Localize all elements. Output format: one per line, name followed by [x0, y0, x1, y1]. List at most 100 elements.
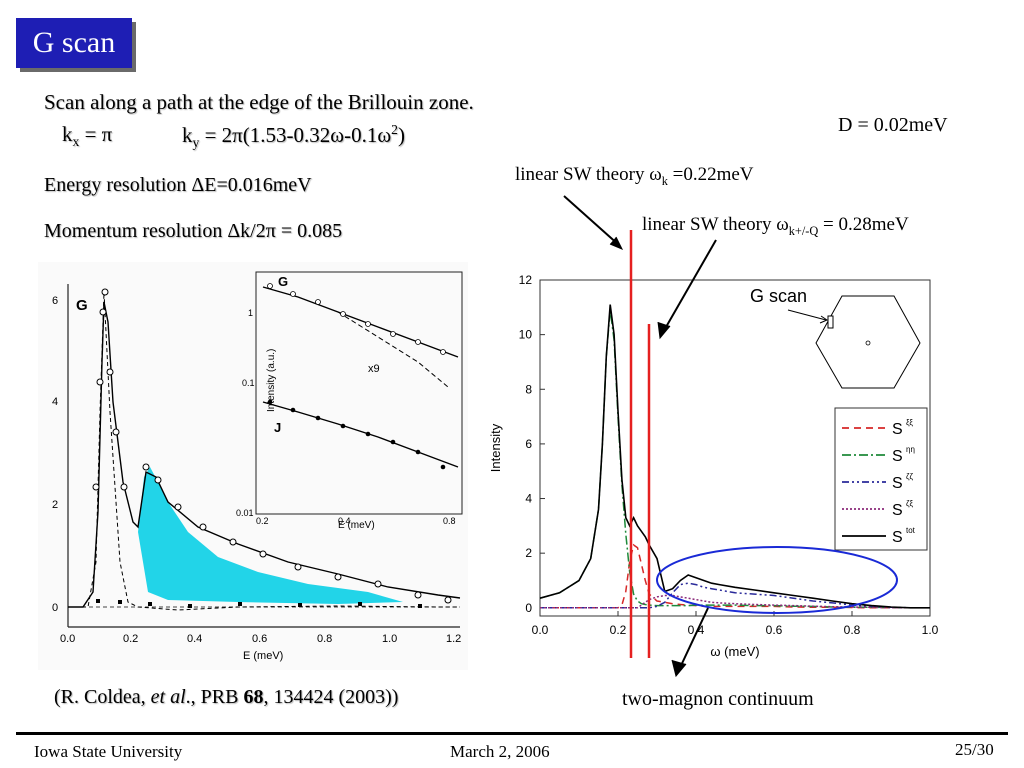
left-open-marker	[199, 523, 207, 531]
inset-g-marker	[315, 299, 321, 305]
series-group	[539, 304, 930, 609]
left-filled-marker	[118, 600, 122, 604]
left-inset-frame	[255, 271, 463, 515]
inset-x-tick-0: 0.2	[256, 516, 269, 526]
left-y-tick-6: 6	[52, 295, 58, 307]
y-tick-label: 8	[525, 382, 532, 396]
x-tick-label: 0.2	[610, 623, 627, 637]
inset-g-marker	[290, 291, 296, 297]
kx-subscript: x	[72, 134, 80, 150]
y-tick-label: 12	[519, 273, 533, 287]
inset-label-j: J	[274, 420, 281, 435]
inset-y-label: Intensity (a.u.)	[266, 349, 277, 412]
left-open-marker	[374, 580, 382, 588]
annotation-2-prefix: linear SW theory ω	[642, 214, 789, 235]
left-filled-marker	[238, 602, 242, 606]
inset-j-marker	[315, 415, 321, 421]
legend-box	[834, 407, 928, 551]
left-x-tick-1: 0.2	[123, 633, 138, 645]
legend-label: S	[892, 421, 903, 438]
kx-formula: kx = π	[62, 122, 113, 150]
left-open-marker	[229, 538, 237, 546]
ky-subscript: y	[192, 135, 200, 151]
inset-arrow-head	[819, 315, 829, 324]
left-open-marker	[101, 288, 109, 296]
legend-label-sup: ζζ	[906, 472, 914, 481]
left-filled-marker	[298, 603, 302, 607]
left-panel-label: G	[76, 297, 88, 314]
left-open-marker	[112, 428, 120, 436]
scan-path-marker	[827, 315, 834, 329]
ky-power: 2	[391, 122, 398, 137]
reference-volume: 68	[243, 686, 264, 708]
inset-j-marker	[340, 423, 346, 429]
two-magnon-ellipse	[656, 546, 898, 614]
arrow-2-head	[657, 321, 671, 340]
footer-page-number: 25/30	[955, 740, 994, 759]
energy-resolution: Energy resolution ΔE=0.016meV	[44, 174, 312, 196]
legend-label: S	[892, 502, 903, 519]
arrow-3-line	[677, 607, 709, 673]
left-cyan-fill	[138, 467, 403, 604]
inset-j-marker	[267, 399, 273, 405]
left-filled-marker	[96, 599, 100, 603]
legend-label: S	[892, 529, 903, 546]
legend-label-sup: ηη	[906, 445, 915, 454]
left-x-tick-6: 1.2	[446, 633, 461, 645]
momentum-resolution: Momentum resolution Δk/2π = 0.085	[44, 220, 343, 242]
left-y-tick-0: 0	[52, 602, 58, 614]
inset-x9-label: x9	[368, 363, 380, 375]
inset-g-marker	[415, 339, 421, 345]
x-ticks: 0.0 0.2 0.4 0.6 0.8 1.0	[532, 611, 939, 637]
left-filled-marker	[188, 604, 192, 608]
left-open-markers	[92, 288, 452, 604]
y-ticks: 0 2 4 6 8 10 12	[519, 273, 545, 615]
annotation-1-prefix: linear SW theory ω	[515, 164, 662, 185]
reference-open: (	[54, 686, 61, 708]
inset-j-marker	[440, 464, 446, 470]
chart-x-label: ω (meV)	[710, 644, 759, 659]
reference-etal: et al	[150, 686, 186, 708]
inset-g-markers	[267, 283, 446, 355]
left-open-marker	[120, 483, 128, 491]
left-open-marker	[142, 463, 150, 471]
left-open-marker	[414, 591, 422, 599]
legend-label-sup: tot	[906, 526, 916, 535]
inset-x-label: E (meV)	[338, 520, 375, 531]
inset-g-marker	[365, 321, 371, 327]
left-x-label: E (meV)	[243, 650, 283, 662]
left-open-marker	[334, 573, 342, 581]
left-y-tick-2: 2	[52, 499, 58, 511]
ky-value: = 2π(1.53-0.32ω-0.1ω	[199, 123, 392, 147]
series-line-s-ζζ	[540, 582, 930, 609]
inset-g-marker	[440, 349, 446, 355]
left-x-tick-0: 0.0	[60, 633, 75, 645]
series-line-s-ζξ	[540, 594, 930, 609]
legend-label: S	[892, 448, 903, 465]
annotation-linear-sw-k: linear SW theory ωk =0.22meV	[515, 164, 754, 189]
left-x-tick-4: 0.8	[317, 633, 332, 645]
x-tick-label: 1.0	[922, 623, 939, 637]
chart-inset-title: G scan	[750, 286, 807, 306]
inset-g-marker	[390, 331, 396, 337]
inset-j-markers	[267, 399, 446, 470]
scan-description: Scan along a path at the edge of the Bri…	[44, 90, 474, 114]
left-open-marker	[174, 503, 182, 511]
left-open-marker	[106, 368, 114, 376]
reference-author: R. Coldea,	[60, 686, 151, 708]
annotation-2-suffix: = 0.28meV	[818, 214, 909, 235]
inset-j-marker	[365, 431, 371, 437]
left-open-marker	[259, 550, 267, 558]
ky-formula: ky = 2π(1.53-0.32ω-0.1ω2)	[182, 122, 405, 151]
inset-y-tick-1: 0.1	[242, 378, 255, 388]
y-tick-label: 4	[525, 492, 532, 506]
x-tick-label: 0.6	[766, 623, 783, 637]
left-open-marker	[294, 563, 302, 571]
kx-value: = π	[79, 122, 113, 146]
brillouin-hexagon	[815, 295, 921, 389]
left-x-tick-2: 0.4	[187, 633, 202, 645]
left-experimental-figure: 0 2 4 6 0.0 0.2 0.4 0.6 0.8 1.0 1.2 E (m…	[38, 262, 468, 670]
left-filled-marker	[358, 602, 362, 606]
hexagon-center-dot	[865, 340, 871, 346]
arrow-2-line	[661, 239, 717, 335]
